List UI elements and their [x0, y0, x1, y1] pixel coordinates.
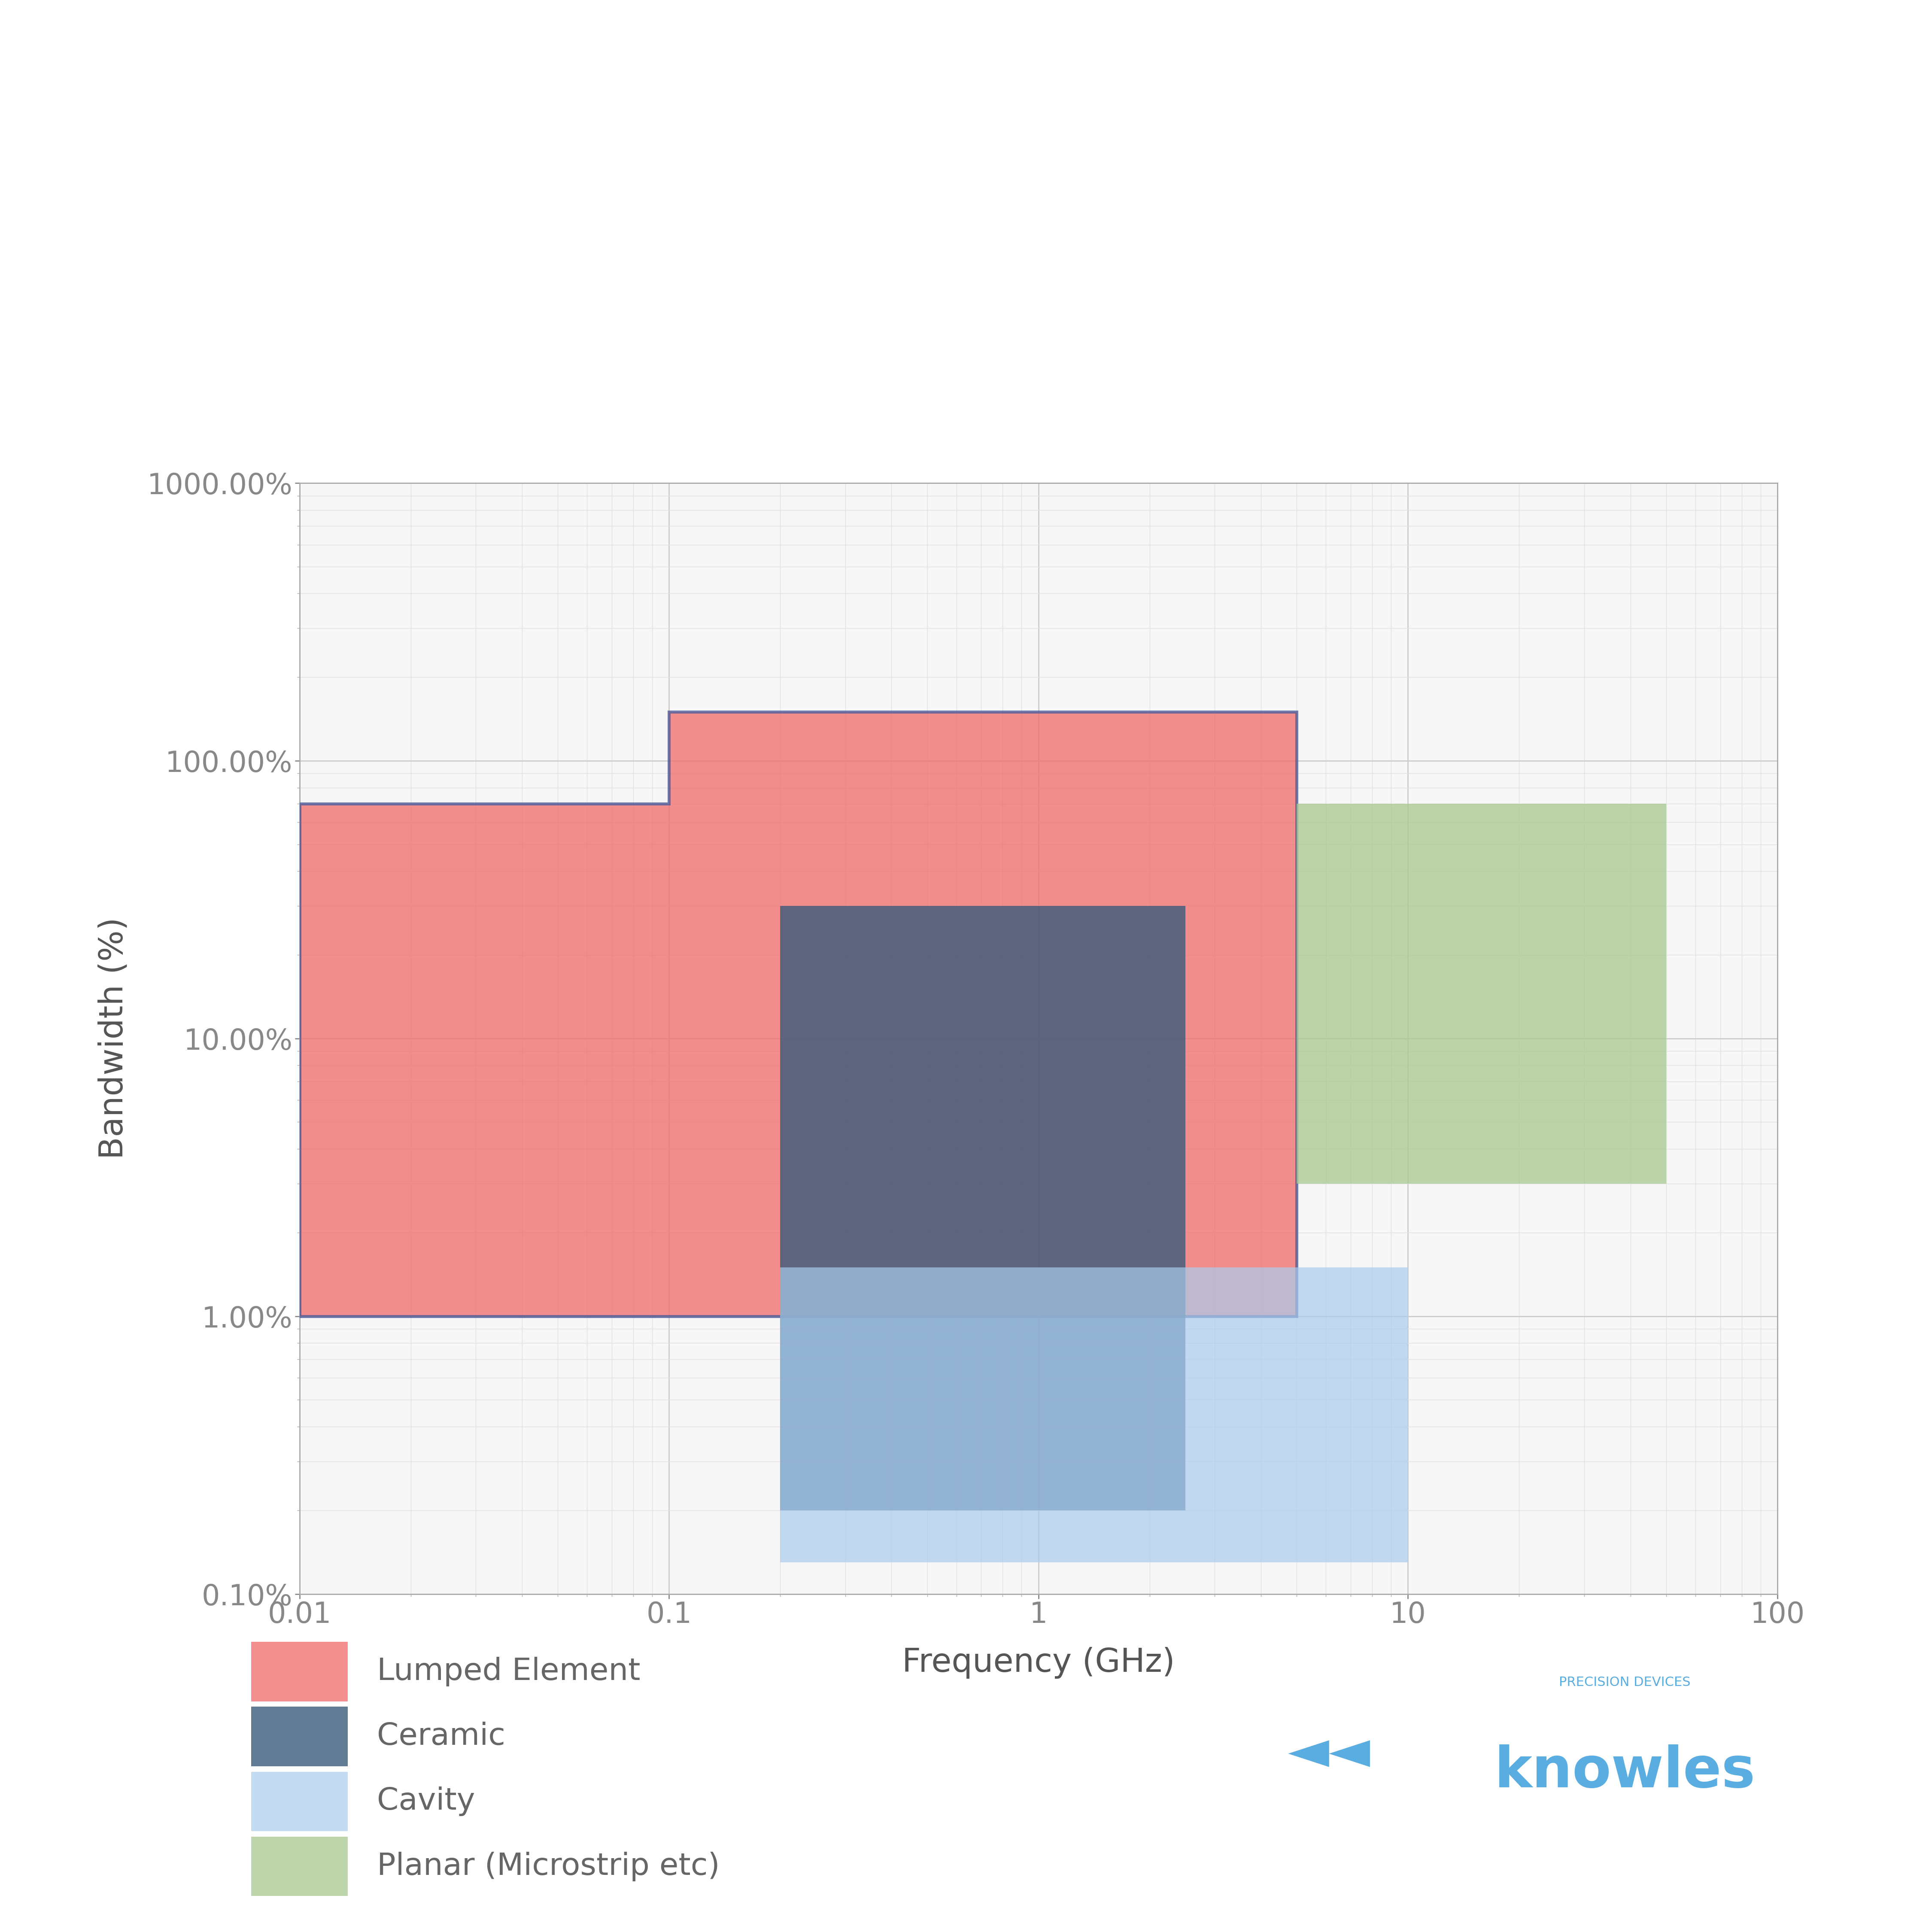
Text: Cavity: Cavity [377, 1787, 475, 1816]
Text: knowles: knowles [1493, 1745, 1756, 1799]
Polygon shape [299, 711, 1296, 1316]
Y-axis label: Bandwidth (%): Bandwidth (%) [97, 918, 129, 1159]
Bar [251, 1642, 348, 1702]
X-axis label: Frequency (GHz): Frequency (GHz) [902, 1646, 1175, 1679]
Text: Filter Bandwidth (%) vs Frequency (GHz): Filter Bandwidth (%) vs Frequency (GHz) [491, 305, 1586, 352]
Polygon shape [781, 906, 1186, 1511]
Bar [251, 1837, 348, 1895]
Text: PRECISION DEVICES: PRECISION DEVICES [1559, 1677, 1690, 1689]
Polygon shape [781, 1267, 1408, 1563]
Bar [251, 1772, 348, 1832]
Text: ◄◄: ◄◄ [1289, 1727, 1370, 1779]
Polygon shape [1296, 804, 1665, 1184]
Bar [251, 1706, 348, 1766]
Text: Ceramic: Ceramic [377, 1721, 504, 1750]
Text: Planar (Microstrip etc): Planar (Microstrip etc) [377, 1851, 719, 1882]
Text: Lumped Element: Lumped Element [377, 1658, 639, 1687]
